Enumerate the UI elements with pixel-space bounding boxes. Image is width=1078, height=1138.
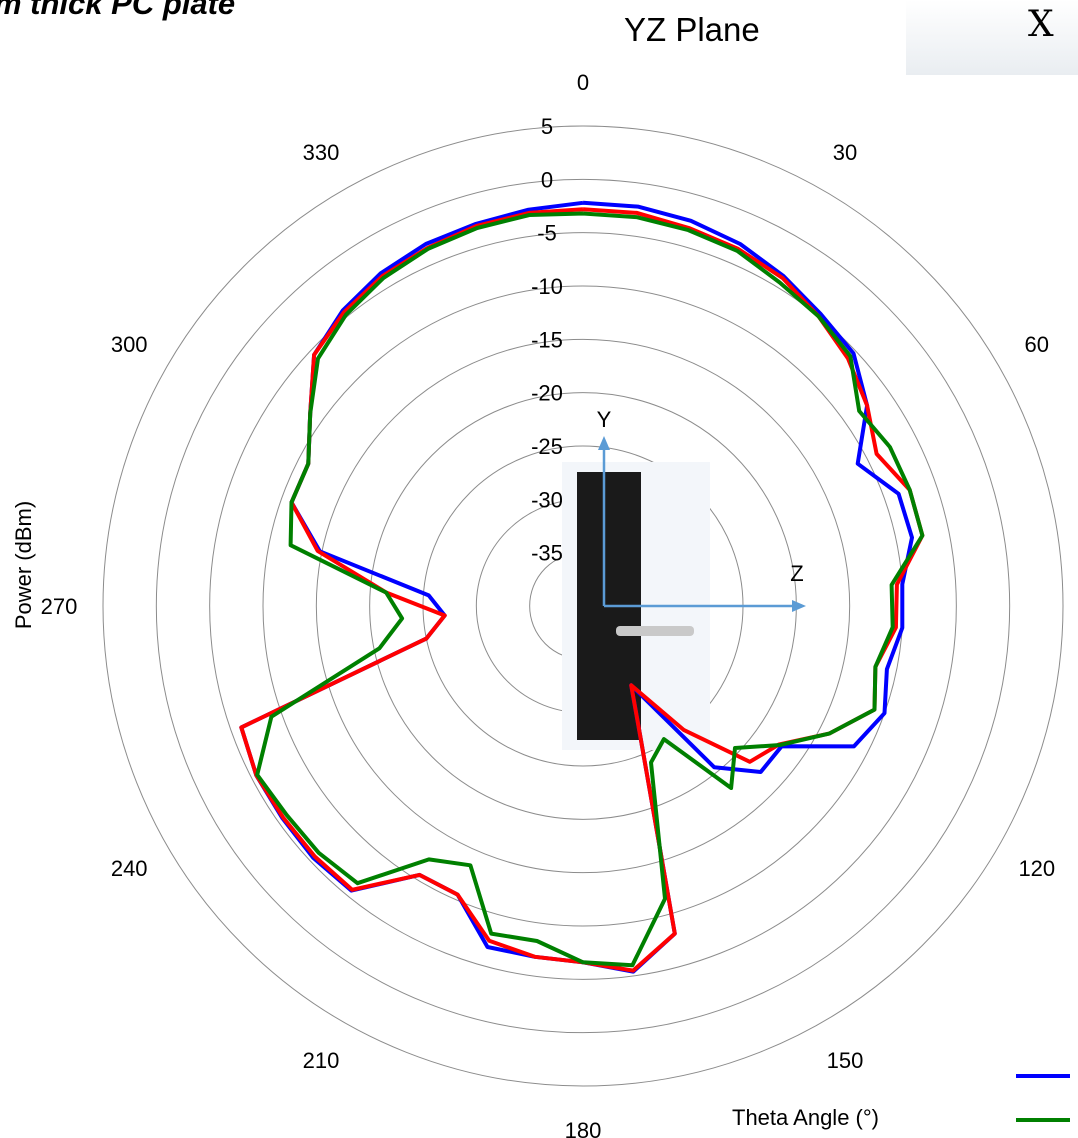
radial-tick-label: 5 bbox=[541, 114, 553, 139]
radial-tick-label: -20 bbox=[531, 381, 563, 406]
radial-tick-label: 0 bbox=[541, 167, 553, 192]
y-axis-label: Power (dBm) bbox=[11, 500, 36, 630]
corner-panel bbox=[906, 0, 1078, 75]
radial-tick-label: -25 bbox=[531, 434, 563, 459]
radial-tick-label: -10 bbox=[531, 274, 563, 299]
grid-ring bbox=[315, 338, 851, 874]
angle-tick-label: 210 bbox=[303, 1048, 340, 1073]
angle-tick-label: 0 bbox=[577, 70, 589, 95]
polar-grid bbox=[102, 125, 1064, 1087]
radial-tick-label: -5 bbox=[537, 221, 557, 246]
y-axis-letter: Y bbox=[597, 407, 612, 432]
series-lines bbox=[239, 200, 925, 974]
angle-tick-label: 30 bbox=[833, 140, 857, 165]
angle-tick-label: 180 bbox=[565, 1118, 602, 1138]
x-axis-label: Theta Angle (°) bbox=[732, 1105, 879, 1130]
corner-x: X bbox=[1028, 4, 1054, 45]
angle-tick-label: 60 bbox=[1025, 332, 1049, 357]
radial-tick-label: -30 bbox=[531, 487, 563, 512]
grid-ring bbox=[209, 232, 957, 980]
grid-ring bbox=[155, 178, 1011, 1034]
corner-text: m thick PC plate bbox=[0, 0, 236, 21]
y-arrowhead bbox=[598, 436, 610, 450]
inset-probe bbox=[616, 626, 694, 636]
angle-tick-label: 150 bbox=[827, 1048, 864, 1073]
radial-tick-labels: 5 0 -5 -10 -15 -20 -25 -30 -35 bbox=[531, 114, 563, 566]
angle-tick-label: 300 bbox=[111, 332, 148, 357]
angle-tick-label: 270 bbox=[41, 594, 78, 619]
orientation-inset: Y Z bbox=[562, 407, 806, 750]
angle-tick-label: 240 bbox=[111, 856, 148, 881]
chart-title: YZ Plane bbox=[624, 11, 760, 48]
z-axis-letter: Z bbox=[790, 561, 803, 586]
angle-tick-label: 120 bbox=[1018, 856, 1055, 881]
angle-tick-label: 330 bbox=[303, 140, 340, 165]
radial-tick-label: -15 bbox=[531, 327, 563, 352]
grid-ring bbox=[102, 125, 1064, 1087]
legend bbox=[1016, 1074, 1070, 1122]
series-line-3 bbox=[255, 211, 925, 968]
angle-tick-labels: 0 30 60 120 150 180 210 240 270 300 330 bbox=[41, 70, 1056, 1138]
z-arrowhead bbox=[792, 600, 806, 612]
radial-tick-label: -35 bbox=[531, 541, 563, 566]
